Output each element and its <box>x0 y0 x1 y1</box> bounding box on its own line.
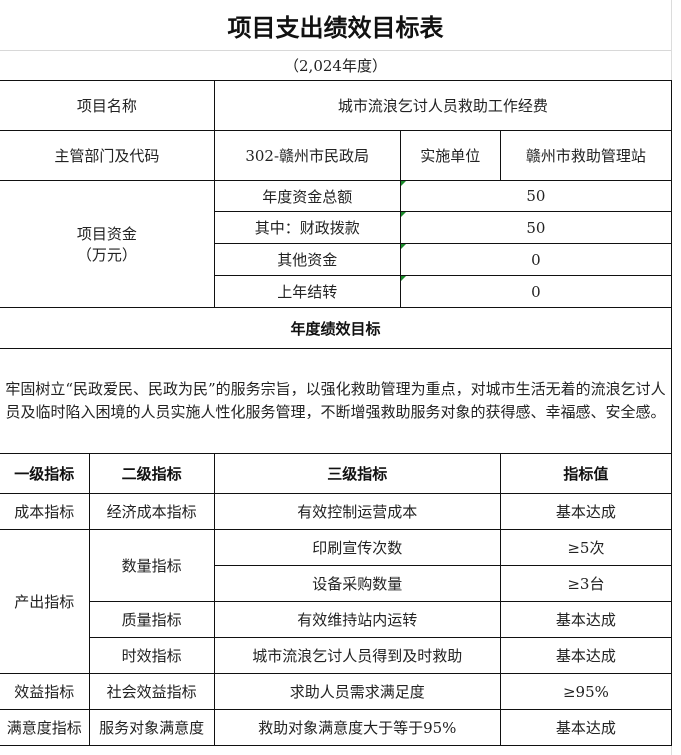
fund-value-text: 50 <box>526 187 546 205</box>
comment-marker-icon <box>400 181 406 186</box>
l2-cell: 时效指标 <box>88 637 215 674</box>
value-cell[interactable]: ≥5次 <box>499 529 673 566</box>
l2-cell: 社会效益指标 <box>88 673 215 710</box>
l3-cell[interactable]: 设备采购数量 <box>213 565 501 602</box>
value-cell[interactable]: 基本达成 <box>499 493 673 530</box>
funds-title: 项目资金 <box>76 225 137 243</box>
page-title: 项目支出绩效目标表 <box>0 0 671 51</box>
comment-marker-icon <box>400 212 406 217</box>
fiscal-year: （2,024年度） <box>284 57 387 75</box>
value-cell[interactable]: 基本达成 <box>499 709 673 746</box>
l3-cell[interactable]: 救助对象满意度大于等于95% <box>213 709 501 746</box>
l3-cell[interactable]: 城市流浪乞讨人员得到及时救助 <box>213 637 501 674</box>
comment-marker-icon <box>400 244 406 249</box>
value-cell[interactable]: ≥3台 <box>499 565 673 602</box>
header-value: 指标值 <box>499 453 673 494</box>
fund-row-label: 其中：财政拨款 <box>213 211 401 244</box>
fund-row-value[interactable]: 50 <box>399 180 673 212</box>
fund-row-value[interactable]: 0 <box>399 243 673 276</box>
l3-cell[interactable]: 印刷宣传次数 <box>213 529 501 566</box>
l2-cell: 经济成本指标 <box>88 493 215 530</box>
fund-row-label: 年度资金总额 <box>213 180 401 212</box>
performance-table: 项目名称 城市流浪乞讨人员救助工作经费 主管部门及代码 302-赣州市民政局 实… <box>0 80 673 746</box>
fund-row-value[interactable]: 0 <box>399 275 673 308</box>
fund-row-value[interactable]: 50 <box>399 211 673 244</box>
l1-cell: 效益指标 <box>0 673 90 710</box>
fund-value-text: 50 <box>526 218 546 237</box>
l1-cell: 满意度指标 <box>0 709 90 746</box>
header-l3: 三级指标 <box>213 453 501 494</box>
l1-cell: 产出指标 <box>0 529 90 674</box>
value-cell[interactable]: 基本达成 <box>499 601 673 638</box>
header-l1: 一级指标 <box>0 453 90 494</box>
dept-value[interactable]: 302-赣州市民政局 <box>213 130 401 181</box>
l3-cell[interactable]: 求助人员需求满足度 <box>213 673 501 710</box>
l2-cell: 数量指标 <box>88 529 215 602</box>
dept-label: 主管部门及代码 <box>0 130 215 181</box>
project-name-value[interactable]: 城市流浪乞讨人员救助工作经费 <box>213 80 673 131</box>
project-name-label: 项目名称 <box>0 80 215 131</box>
comment-marker-icon <box>400 276 406 281</box>
fund-row-label: 其他资金 <box>213 243 401 276</box>
impl-value[interactable]: 赣州市救助管理站 <box>499 130 673 181</box>
header-l2: 二级指标 <box>88 453 215 494</box>
fund-value-text: 0 <box>531 282 541 301</box>
l1-cell: 成本指标 <box>0 493 90 530</box>
l3-cell[interactable]: 有效维持站内运转 <box>213 601 501 638</box>
impl-label: 实施单位 <box>399 130 501 181</box>
fund-row-label: 上年结转 <box>213 275 401 308</box>
fund-value-text: 0 <box>531 250 541 269</box>
funds-label: 项目资金 （万元） <box>0 180 215 308</box>
l3-cell[interactable]: 有效控制运营成本 <box>213 493 501 530</box>
funds-unit: （万元） <box>76 246 137 264</box>
value-cell[interactable]: ≥95% <box>499 673 673 710</box>
l2-cell: 服务对象满意度 <box>88 709 215 746</box>
annual-goal-text[interactable]: 牢固树立“民政爱民、民政为民”的服务宗旨，以强化救助管理为重点，对城市生活无着的… <box>0 348 672 454</box>
value-cell[interactable]: 基本达成 <box>499 637 673 674</box>
l2-cell: 质量指标 <box>88 601 215 638</box>
annual-goal-header: 年度绩效目标 <box>0 307 672 349</box>
